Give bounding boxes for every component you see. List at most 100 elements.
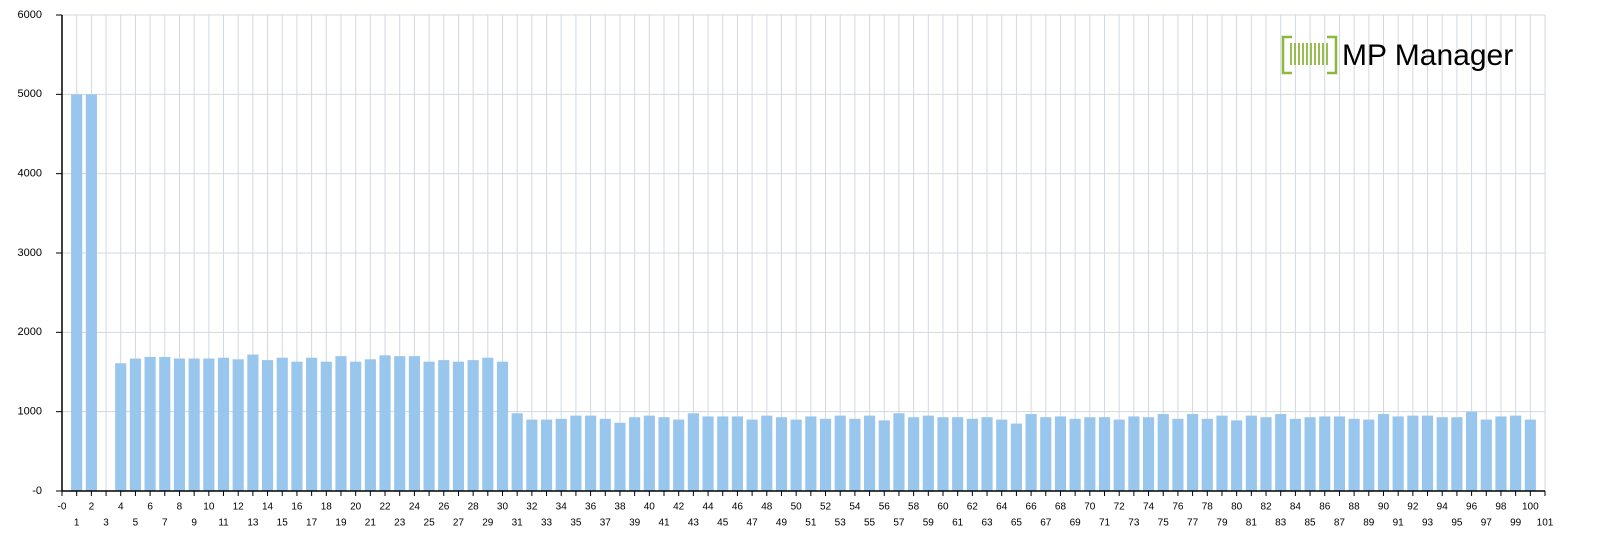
bar <box>1348 418 1360 491</box>
x-tick-label: 78 <box>1202 502 1214 513</box>
bar <box>761 415 773 491</box>
bar <box>526 419 538 491</box>
x-tick-label: 45 <box>717 518 729 529</box>
bar <box>1363 419 1375 491</box>
x-tick-label: 17 <box>306 518 318 529</box>
bar <box>496 361 509 491</box>
x-tick-label: 11 <box>218 518 229 529</box>
bar <box>849 418 861 491</box>
x-tick-label: 93 <box>1422 518 1434 529</box>
bar <box>320 361 332 491</box>
bar <box>1510 415 1522 491</box>
x-tick-label: 72 <box>1114 502 1126 513</box>
bar <box>1128 416 1140 491</box>
x-tick-label: 47 <box>747 518 759 529</box>
bar <box>746 419 758 491</box>
bar <box>1304 417 1316 491</box>
x-tick-label: 4 <box>118 502 124 513</box>
bar <box>1260 417 1272 491</box>
x-tick-label: 74 <box>1143 502 1155 513</box>
x-tick-label: 82 <box>1260 502 1272 513</box>
logo-text: MP Manager <box>1342 39 1513 72</box>
x-tick-label: 44 <box>702 502 714 513</box>
bar <box>85 94 97 491</box>
x-tick-label: 6 <box>147 502 153 513</box>
bar <box>585 415 597 491</box>
bar <box>629 417 641 491</box>
bar <box>364 359 376 491</box>
bar <box>673 419 685 491</box>
x-tick-label: 101 <box>1537 518 1554 529</box>
bar <box>511 413 523 491</box>
bar <box>1201 418 1213 491</box>
x-tick-label: 90 <box>1378 502 1390 513</box>
bar <box>1524 419 1536 491</box>
x-tick-label: 98 <box>1495 502 1507 513</box>
x-tick-label: 85 <box>1305 518 1317 529</box>
layer: -0100020003000400050006000-0123456789101… <box>18 9 1554 529</box>
x-tick-label: 3 <box>103 518 109 529</box>
bar <box>775 417 788 491</box>
y-tick-label: 6000 <box>18 9 42 21</box>
bar <box>540 419 553 491</box>
y-tick-label: 3000 <box>18 247 42 259</box>
x-tick-label: 92 <box>1407 502 1419 513</box>
y-tick-label: -0 <box>32 485 42 497</box>
x-tick-label: 34 <box>556 502 568 513</box>
x-tick-label: 40 <box>644 502 656 513</box>
bar <box>1172 418 1184 491</box>
bar <box>188 358 200 491</box>
x-tick-label: 51 <box>805 518 817 529</box>
bar <box>1377 414 1390 491</box>
x-tick-label: 41 <box>658 518 670 529</box>
y-tick-label: 2000 <box>18 326 42 338</box>
bar <box>996 419 1008 491</box>
x-tick-label: 22 <box>379 502 391 513</box>
bar <box>966 418 978 491</box>
bar <box>1231 420 1243 491</box>
x-tick-label: 97 <box>1481 518 1493 529</box>
bar <box>1275 414 1287 491</box>
x-tick-label: 29 <box>482 518 494 529</box>
x-tick-label: 2 <box>89 502 95 513</box>
bar <box>1407 415 1419 491</box>
bar <box>467 360 479 491</box>
bar <box>291 361 303 491</box>
logo-barcode <box>1290 43 1328 65</box>
bar <box>981 417 993 491</box>
x-tick-label: 16 <box>291 502 303 513</box>
bar <box>1319 416 1331 491</box>
bar <box>1392 416 1404 491</box>
bar <box>129 358 141 491</box>
bar <box>1187 414 1199 491</box>
bar <box>1436 417 1448 491</box>
x-tick-label: 12 <box>233 502 245 513</box>
bar <box>203 358 215 491</box>
x-tick-label: 77 <box>1187 518 1199 529</box>
x-tick-label: 91 <box>1393 518 1405 529</box>
x-tick-label: 59 <box>923 518 935 529</box>
x-tick-label: 13 <box>247 518 259 529</box>
x-tick-label: 36 <box>585 502 597 513</box>
x-tick-label: 18 <box>321 502 333 513</box>
bar <box>276 357 288 491</box>
x-tick-label: 49 <box>776 518 788 529</box>
x-tick-label: 20 <box>350 502 362 513</box>
x-tick-label: 60 <box>937 502 949 513</box>
x-tick-label: 66 <box>1026 502 1038 513</box>
x-tick-label: 7 <box>162 518 168 529</box>
x-tick-label: 35 <box>570 518 582 529</box>
bar <box>1025 414 1037 491</box>
bar <box>643 415 655 491</box>
bar <box>1010 423 1022 491</box>
x-tick-label: 65 <box>1011 518 1023 529</box>
bar <box>217 357 230 491</box>
x-tick-label: 61 <box>952 518 964 529</box>
x-tick-label: 80 <box>1231 502 1243 513</box>
x-tick-label: 58 <box>908 502 920 513</box>
bar <box>790 419 802 491</box>
bar <box>247 354 259 491</box>
bar <box>1451 417 1463 491</box>
x-tick-label: 19 <box>335 518 347 529</box>
x-tick-label: 52 <box>820 502 832 513</box>
